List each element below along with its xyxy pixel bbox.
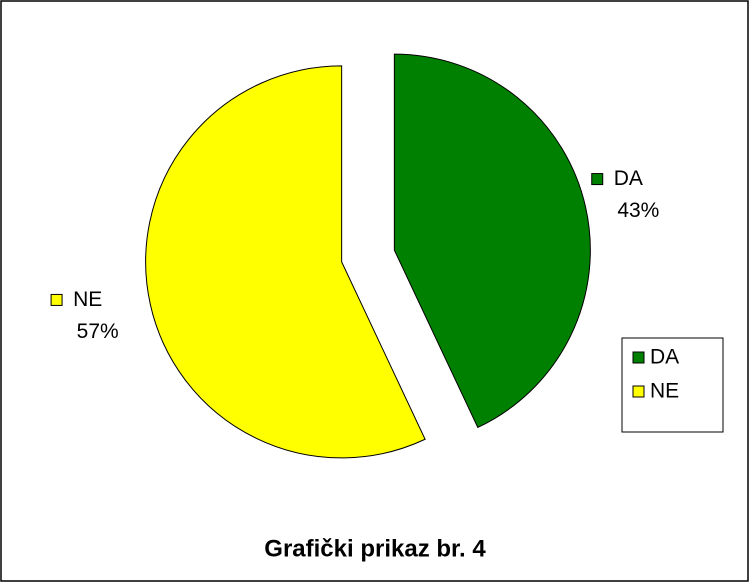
data-label-swatch <box>50 293 63 306</box>
legend-swatch <box>632 385 645 398</box>
data-label-name: DA <box>614 167 643 190</box>
chart-title: Grafički prikaz br. 4 <box>264 535 486 562</box>
data-label-value: 57% <box>77 320 119 343</box>
legend-label: DA <box>650 346 679 369</box>
data-label-value: 43% <box>617 199 659 222</box>
pie-slice <box>145 65 426 459</box>
data-label-swatch <box>591 173 604 186</box>
legend-swatch <box>632 351 645 364</box>
pie-slice <box>393 53 591 429</box>
legend-label: NE <box>650 380 679 403</box>
data-label-name: NE <box>73 288 102 311</box>
